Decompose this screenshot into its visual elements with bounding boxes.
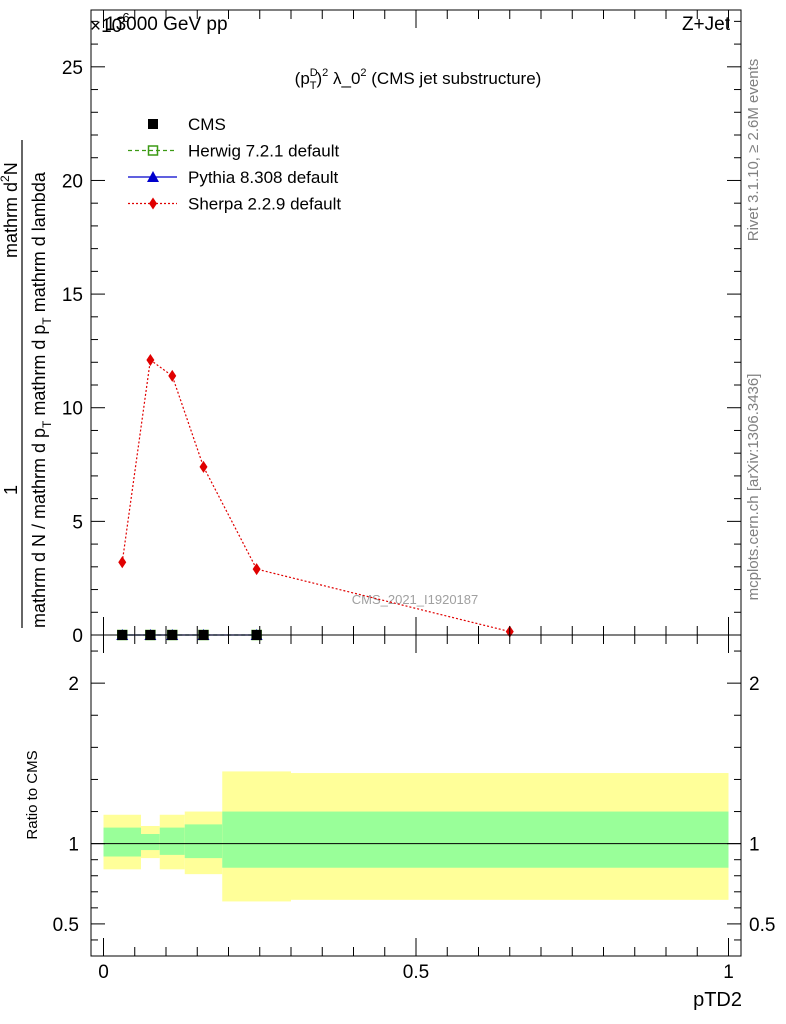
x-tick-label: 1 bbox=[723, 962, 734, 983]
main-y-axis: 0 5 10 15 20 25 bbox=[62, 20, 741, 647]
y-tick-label: 25 bbox=[62, 58, 83, 79]
main-x-ticks bbox=[103, 10, 729, 635]
legend-marker bbox=[149, 197, 157, 210]
y-tick-label: 20 bbox=[62, 171, 83, 192]
watermark: CMS_2021_I1920187 bbox=[352, 592, 479, 607]
legend-item: Pythia 8.308 default bbox=[128, 168, 339, 187]
ratio-bands bbox=[103, 771, 729, 902]
y-exponent: ×10 -6 bbox=[90, 10, 130, 37]
ratio-x-axis: 0 0.5 1 bbox=[98, 635, 734, 983]
watermark-text: CMS_2021_I1920187 bbox=[352, 592, 479, 607]
exponent-base: ×10 bbox=[90, 16, 122, 37]
y-tick-label: 10 bbox=[62, 399, 83, 420]
ratio-stat-band bbox=[291, 811, 729, 868]
ratio-y-tick-label: 2 bbox=[68, 674, 79, 695]
series-line bbox=[121, 358, 510, 633]
ratio-panel: 0.5 0.51 12 2 0 0.5 1 Ratio to CMS pTD2 bbox=[24, 634, 775, 1011]
ylabel-one: 1 bbox=[1, 485, 21, 495]
exponent-power: -6 bbox=[118, 10, 130, 25]
data-point bbox=[146, 354, 155, 366]
legend-label: Herwig 7.2.1 default bbox=[188, 142, 339, 161]
ratio-y-axis: 0.5 0.5 1 1 2 2 bbox=[53, 650, 775, 941]
legend: CMS Herwig 7.2.1 default Pythia 8.308 defa… bbox=[128, 115, 341, 214]
y-tick-label: 15 bbox=[62, 285, 83, 306]
ratio-stat-band bbox=[159, 827, 185, 855]
legend-item: CMS bbox=[148, 115, 226, 134]
ratio-stat-band bbox=[222, 811, 291, 868]
x-tick-label: 0.5 bbox=[403, 962, 429, 983]
main-y-label: 1 mathrm d N / mathrm d pT mathrm d pT m… bbox=[0, 140, 54, 628]
ratio-y-tick-label-right: 1 bbox=[749, 835, 760, 856]
legend-label: CMS bbox=[188, 115, 226, 134]
ylabel-denominator: mathrm d N / mathrm d pT mathrm d pT mat… bbox=[29, 171, 54, 628]
data-point bbox=[118, 556, 127, 569]
header-right: Z+Jet bbox=[682, 14, 731, 35]
rivet-label: Rivet 3.1.10, ≥ 2.6M events bbox=[745, 59, 762, 242]
y-tick-label: 5 bbox=[72, 512, 83, 533]
legend-marker bbox=[147, 145, 159, 156]
ratio-y-tick-label-right: 2 bbox=[749, 674, 760, 695]
ratio-stat-band bbox=[184, 824, 223, 859]
legend-item: Sherpa 2.2.9 default bbox=[128, 195, 341, 214]
ylabel-numerator: mathrm d2N bbox=[0, 162, 21, 258]
ratio-y-tick-label: 0.5 bbox=[53, 915, 79, 936]
plot-title: (pD T)2 λ_02 (CMS jet substructure) bbox=[295, 67, 542, 92]
legend-label: Sherpa 2.2.9 default bbox=[188, 195, 341, 214]
header-left: 13000 GeV pp bbox=[105, 14, 228, 35]
ratio-y-tick-label-right: 0.5 bbox=[749, 915, 775, 936]
main-frame bbox=[90, 9, 742, 636]
main-panel: CMS_2021_I1920187 0 5 10 15 20 25 (pD T)2 λ_02… bbox=[0, 9, 742, 647]
mcplots-label: mcplots.cern.ch [arXiv:1306.3436] bbox=[745, 374, 762, 601]
legend-item: Herwig 7.2.1 default bbox=[128, 142, 339, 161]
ratio-y-label: Ratio to CMS bbox=[24, 750, 41, 839]
y-tick-label: 0 bbox=[72, 626, 83, 647]
ratio-stat-band bbox=[103, 827, 141, 857]
ratio-y-tick-label: 1 bbox=[68, 835, 79, 856]
data-point bbox=[252, 563, 261, 576]
legend-marker bbox=[148, 119, 158, 129]
x-tick-label: 0 bbox=[98, 962, 109, 983]
data-point bbox=[199, 460, 208, 473]
data-point bbox=[168, 369, 177, 382]
legend-label: Pythia 8.308 default bbox=[188, 168, 339, 187]
ratio-stat-band bbox=[141, 834, 160, 851]
x-axis-label: pTD2 bbox=[693, 989, 742, 1011]
legend-marker bbox=[147, 171, 159, 182]
